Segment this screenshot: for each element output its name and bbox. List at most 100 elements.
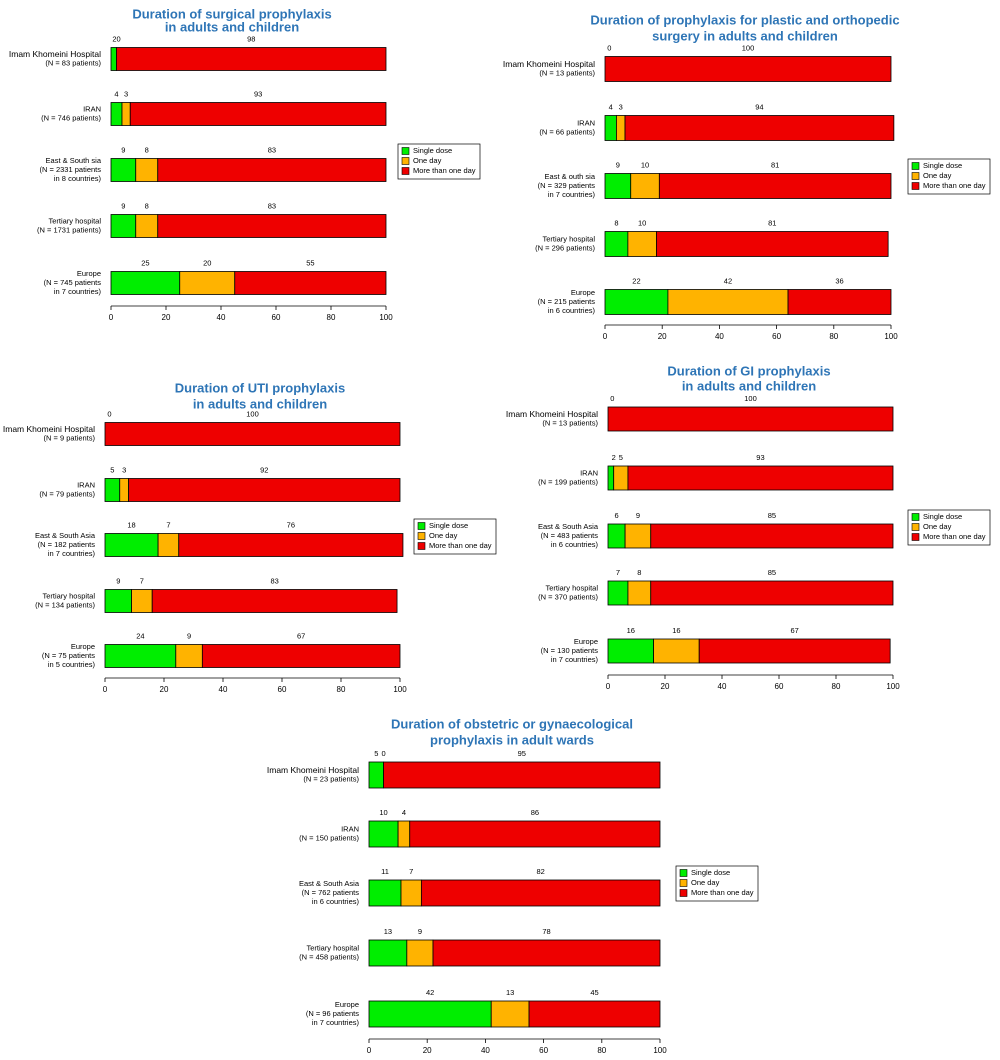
chart-title-line: surgery in adults and children — [652, 28, 838, 43]
bar-segment — [135, 214, 159, 238]
bar-segment — [787, 289, 892, 315]
category-label: (N = 746 patients) — [41, 113, 101, 122]
data-label: 8 — [614, 219, 618, 228]
bar-segment — [179, 271, 236, 295]
data-label: 13 — [384, 927, 392, 936]
category-label: (N = 329 patients — [538, 181, 596, 190]
data-label: 0 — [107, 410, 111, 419]
legend-label: One day — [413, 156, 442, 165]
chart-title-line: Duration of UTI prophylaxis — [175, 380, 345, 395]
category-label: Europe — [71, 642, 95, 651]
legend-label: Single dose — [429, 521, 468, 530]
data-label: 4 — [402, 808, 406, 817]
data-label: 11 — [381, 867, 389, 876]
legend-swatch — [911, 162, 920, 170]
chart-title-line: Duration of prophylaxis for plastic and … — [590, 12, 899, 27]
bar-segment — [201, 644, 401, 668]
data-label: 93 — [254, 90, 262, 99]
x-tick-label: 80 — [337, 685, 346, 694]
chart-title-line: in adults and children — [682, 378, 816, 393]
bar-segment — [104, 589, 132, 613]
category-label: Imam Khomeini Hospital — [503, 59, 595, 69]
bar-segment — [104, 478, 121, 502]
chart-title-line: in adults and children — [165, 19, 299, 34]
category-label: (N = 1731 patients) — [37, 225, 101, 234]
data-label: 7 — [616, 568, 620, 577]
bar-segment — [406, 939, 434, 967]
legend-label: More than one day — [413, 166, 476, 175]
bar-segment — [607, 638, 654, 664]
bar-segment — [110, 271, 181, 295]
category-label: (N = 79 patients) — [39, 489, 95, 498]
category-label: Tertiary hospital — [42, 591, 95, 600]
x-tick-label: 60 — [272, 313, 281, 322]
data-label: 5 — [110, 466, 114, 475]
data-label: 20 — [203, 259, 211, 268]
bar-segment — [409, 820, 661, 848]
data-label: 86 — [531, 808, 539, 817]
legend-label: More than one day — [923, 532, 986, 541]
category-label: Tertiary hospital — [48, 216, 101, 225]
category-label: in 6 countries) — [548, 306, 596, 315]
category-label: Tertiary hospital — [545, 583, 598, 592]
legend-swatch — [417, 522, 426, 530]
x-tick-label: 0 — [103, 685, 108, 694]
category-label: Europe — [77, 269, 101, 278]
bar-segment — [121, 102, 131, 126]
bar-segment — [604, 173, 632, 199]
bar-segment — [616, 115, 626, 141]
data-label: 22 — [632, 277, 640, 286]
legend-box — [907, 158, 991, 195]
data-label: 100 — [742, 44, 755, 53]
legend-swatch — [679, 869, 688, 877]
data-label: 83 — [270, 577, 278, 586]
category-label: IRAN — [341, 824, 359, 833]
data-label: 8 — [145, 146, 149, 155]
bar-segment — [624, 523, 652, 549]
data-label: 7 — [409, 867, 413, 876]
data-label: 45 — [590, 988, 598, 997]
category-label: (N = 296 patients) — [535, 243, 595, 252]
category-label: IRAN — [77, 480, 95, 489]
bar-segment — [624, 115, 895, 141]
data-label: 92 — [260, 466, 268, 475]
x-tick-label: 80 — [597, 1046, 606, 1055]
x-tick-label: 0 — [606, 682, 611, 691]
data-label: 2 — [612, 453, 616, 462]
bar-segment — [604, 289, 669, 315]
bar-segment — [653, 638, 700, 664]
x-tick-label: 20 — [160, 685, 169, 694]
category-label: in 7 countries) — [48, 549, 96, 558]
category-label: in 8 countries) — [54, 174, 102, 183]
legend-box — [907, 509, 991, 546]
bar-segment — [157, 214, 387, 238]
bar-segment — [368, 820, 399, 848]
data-label: 10 — [641, 161, 649, 170]
data-label: 36 — [835, 277, 843, 286]
x-tick-label: 60 — [278, 685, 287, 694]
x-tick-label: 40 — [715, 332, 724, 341]
category-label: (N = 215 patients — [538, 297, 596, 306]
data-label: 0 — [607, 44, 611, 53]
category-label: (N = 75 patients — [42, 651, 95, 660]
data-label: 81 — [771, 161, 779, 170]
bar-segment — [604, 231, 629, 257]
bar-segment — [400, 879, 422, 907]
category-label: Imam Khomeini Hospital — [267, 765, 359, 775]
data-label: 42 — [724, 277, 732, 286]
bar-segment — [604, 56, 892, 82]
bar-segment — [607, 580, 629, 606]
category-label: (N = 458 patients) — [299, 952, 359, 961]
legend-swatch — [679, 889, 688, 897]
x-tick-label: 100 — [379, 313, 393, 322]
legend-swatch — [911, 182, 920, 190]
x-tick-label: 100 — [393, 685, 407, 694]
data-label: 100 — [744, 394, 757, 403]
data-label: 20 — [112, 35, 120, 44]
bar-segment — [607, 465, 615, 491]
category-label: (N = 13 patients) — [539, 68, 595, 77]
data-label: 9 — [418, 927, 422, 936]
bar-segment — [110, 158, 137, 182]
category-label: (N = 182 patients — [38, 540, 96, 549]
